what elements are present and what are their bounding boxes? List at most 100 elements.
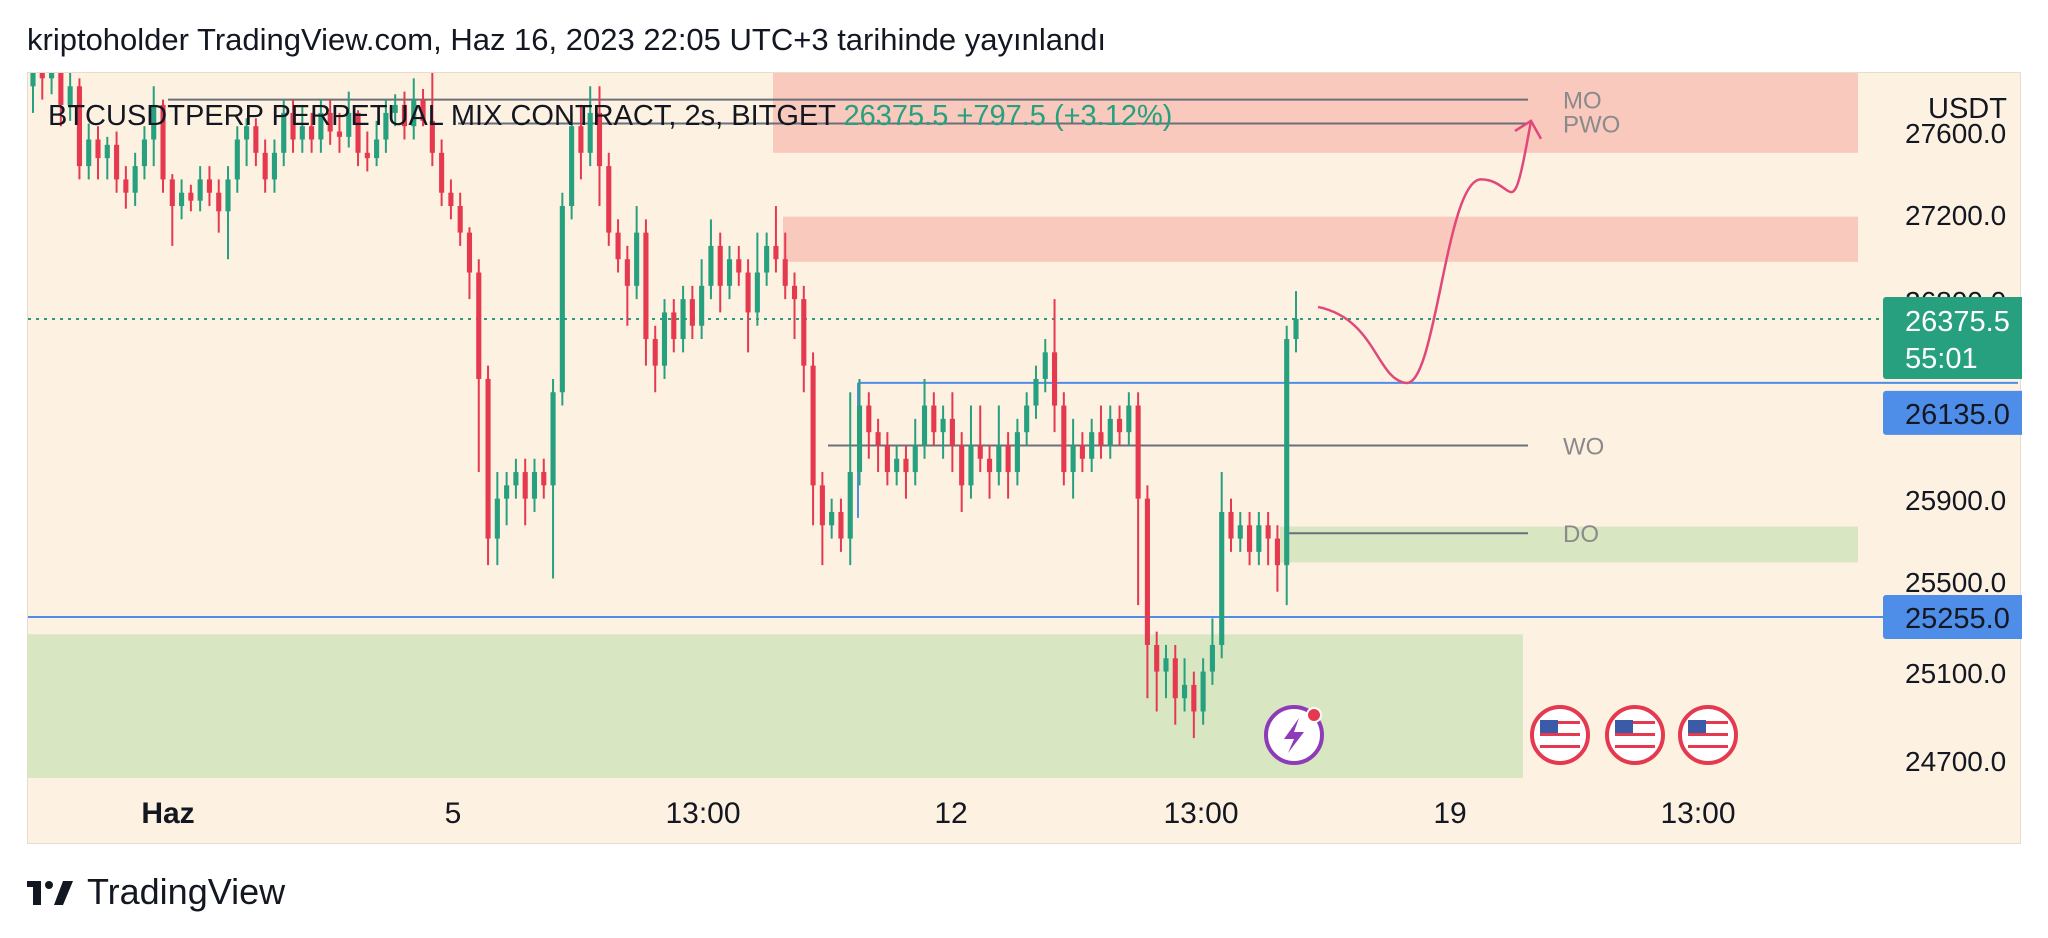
candle-body	[726, 259, 733, 286]
candle-body	[318, 112, 324, 140]
candle-body	[290, 112, 296, 140]
candle	[1209, 618, 1215, 685]
symbol-name: BTCUSDTPERP PERPETUAL MIX CONTRACT, 2s, …	[48, 100, 844, 132]
candle-body	[652, 339, 658, 366]
candle-body	[1135, 405, 1141, 499]
candle	[1061, 392, 1067, 486]
candle	[801, 285, 807, 393]
candle-body	[262, 152, 268, 180]
candle-body	[643, 232, 649, 340]
candle	[606, 152, 612, 246]
countdown: 55:01	[1905, 343, 1978, 375]
candle-body	[336, 131, 343, 137]
candle	[977, 405, 983, 473]
candle	[225, 166, 231, 260]
candle-body	[169, 179, 175, 207]
candle-body	[1191, 684, 1197, 712]
us-flag-icon[interactable]	[1605, 705, 1665, 765]
candle	[1116, 405, 1123, 446]
candle	[513, 458, 519, 499]
candle-body	[764, 245, 770, 273]
candle	[30, 73, 36, 113]
candle	[615, 219, 621, 273]
candle-body	[986, 458, 993, 473]
candle	[1051, 299, 1058, 433]
candle-body	[216, 192, 222, 212]
x-tick-label: 5	[445, 797, 462, 830]
lightning-icon[interactable]	[1264, 705, 1324, 765]
candle-body	[671, 312, 677, 340]
candle-body	[429, 120, 435, 153]
candle-body	[624, 259, 630, 286]
candle-body	[522, 472, 528, 499]
candle	[903, 445, 909, 499]
candle-body	[188, 192, 194, 201]
candle	[151, 86, 157, 167]
candle	[141, 126, 147, 180]
candle	[123, 166, 129, 209]
candle	[374, 120, 380, 167]
candle-body	[1172, 658, 1178, 699]
candle	[810, 352, 816, 526]
candle-body	[504, 485, 510, 499]
us-flag-icon[interactable]	[1678, 705, 1738, 765]
candle-body	[494, 498, 500, 539]
candle-body	[448, 192, 454, 207]
candle-body	[86, 139, 92, 167]
us-flag-icon[interactable]	[1530, 705, 1590, 765]
candle-body	[1126, 405, 1132, 433]
candle-body	[931, 405, 937, 433]
candle	[587, 86, 593, 167]
candle-body	[1070, 445, 1076, 473]
level-label: PWO	[1563, 112, 1620, 139]
candle	[253, 118, 259, 167]
projection-curve	[1317, 120, 1533, 385]
candle-body	[49, 73, 55, 79]
candle	[717, 232, 723, 313]
candle-body	[1200, 671, 1206, 712]
candle	[197, 166, 203, 212]
candle	[1089, 418, 1095, 473]
candle-body	[1219, 511, 1225, 645]
candle	[1228, 498, 1234, 552]
y-tick-label: 25100.0	[1905, 658, 2006, 689]
candle	[457, 192, 463, 246]
candle-body	[374, 139, 380, 159]
level-price-badge: 26135.0	[1883, 390, 2022, 435]
candle-body	[829, 511, 835, 526]
candle	[708, 219, 714, 300]
candle-body	[801, 299, 807, 366]
candle-body	[206, 179, 213, 193]
candle-body	[689, 299, 695, 326]
y-tick-label: 24700.0	[1905, 746, 2006, 777]
candle	[1107, 405, 1113, 459]
level-label: DO	[1563, 521, 1599, 548]
candle	[262, 139, 268, 193]
candle-body	[550, 392, 556, 486]
candle-body	[977, 445, 983, 459]
candle-body	[1237, 525, 1243, 539]
candle	[699, 259, 705, 340]
symbol-info: BTCUSDTPERP PERPETUAL MIX CONTRACT, 2s, …	[48, 100, 1172, 132]
candle-body	[1293, 318, 1299, 340]
candle	[281, 99, 287, 167]
candle-body	[1182, 684, 1188, 699]
candle-body	[1256, 525, 1262, 552]
candle-body	[58, 73, 64, 105]
x-tick-label: 13:00	[1660, 797, 1735, 830]
candle-body	[708, 245, 714, 286]
candle	[309, 112, 315, 153]
candle	[559, 192, 565, 406]
candle	[569, 112, 575, 220]
candle-body	[225, 179, 231, 212]
candle	[299, 104, 305, 153]
candle	[1265, 511, 1271, 566]
candle	[1237, 511, 1243, 552]
candle	[169, 174, 175, 246]
candle-body	[104, 144, 110, 159]
candle	[1274, 525, 1280, 592]
candle-body	[309, 126, 315, 140]
candle-body	[912, 445, 918, 473]
